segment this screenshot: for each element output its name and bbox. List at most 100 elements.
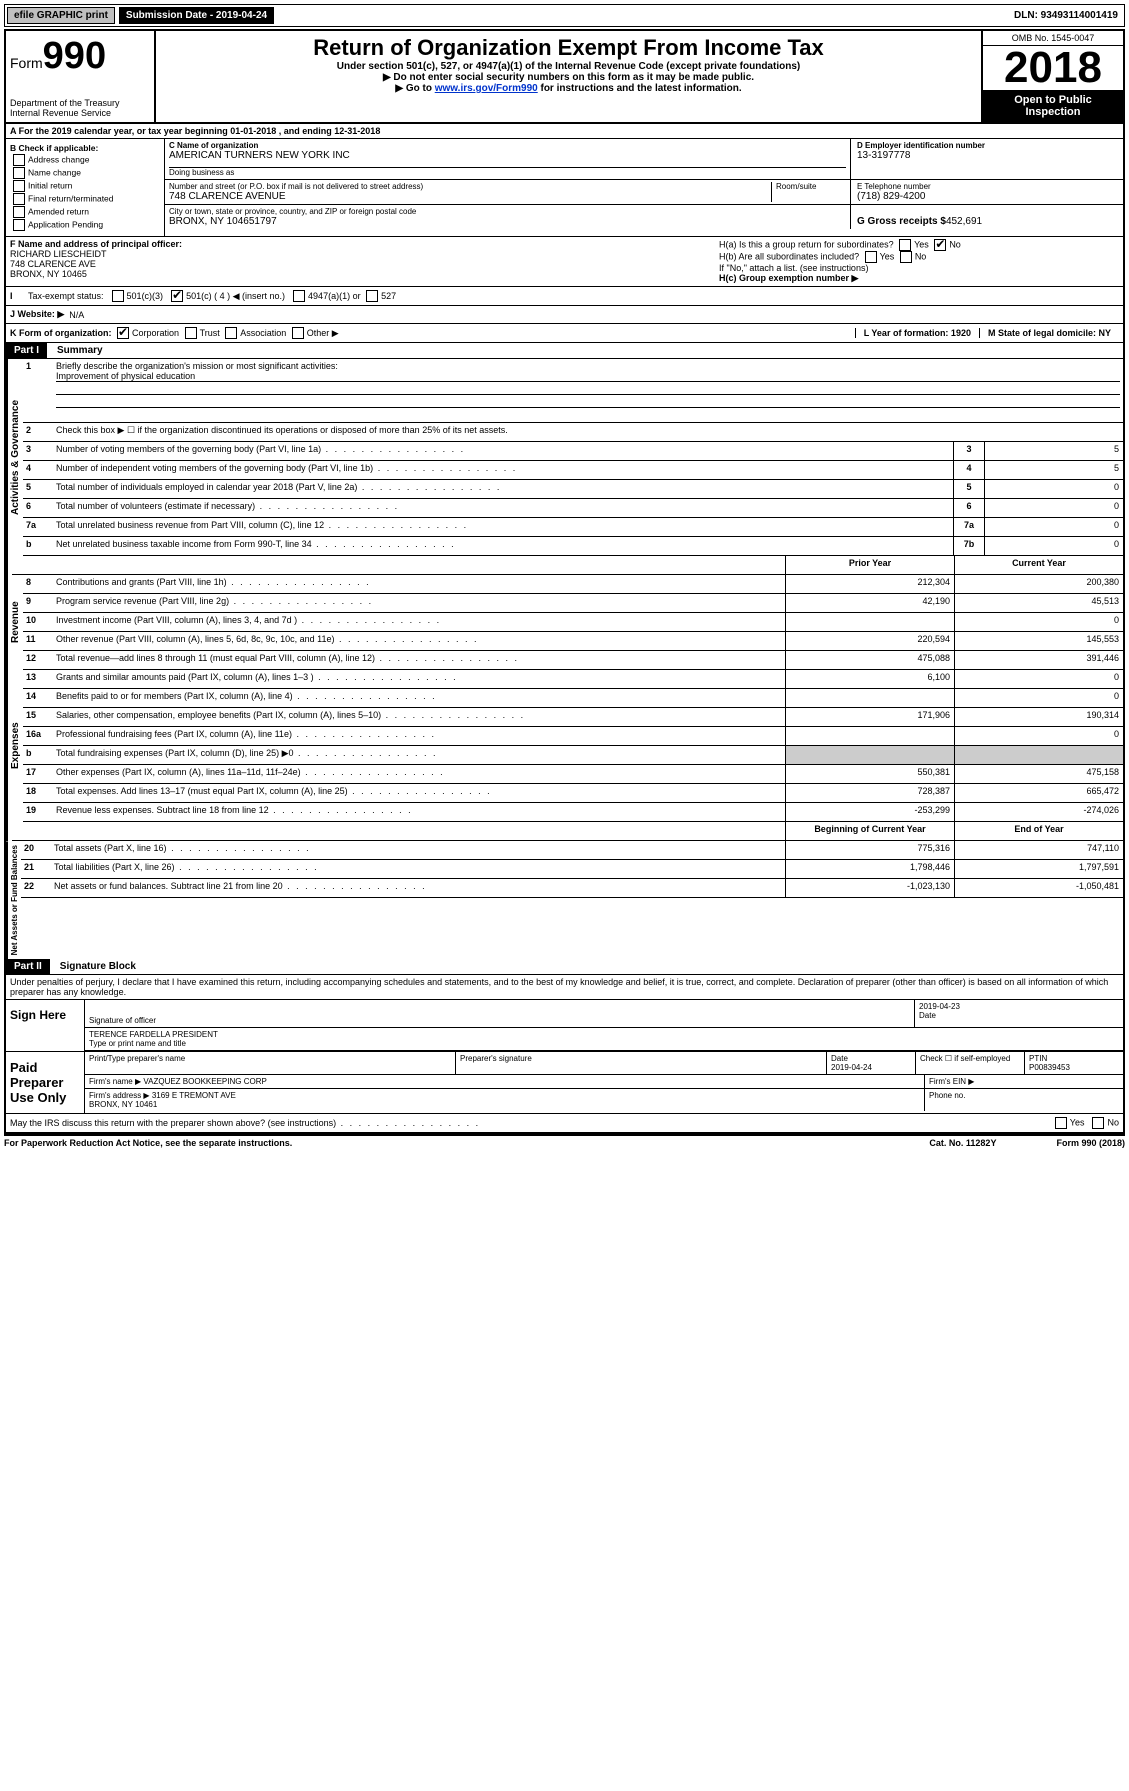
final-return-checkbox[interactable] [13, 193, 25, 205]
hb-yes-checkbox[interactable] [865, 251, 877, 263]
discuss-no-checkbox[interactable] [1092, 1117, 1104, 1129]
section-b-checkboxes: B Check if applicable: Address change Na… [6, 139, 165, 236]
line-11-text: Other revenue (Part VIII, column (A), li… [53, 632, 785, 650]
gross-receipts-value: 452,691 [946, 216, 982, 227]
trust-checkbox[interactable] [185, 327, 197, 339]
ha-no-checkbox[interactable] [934, 239, 946, 251]
corporation-checkbox[interactable] [117, 327, 129, 339]
col-end-year: End of Year [954, 822, 1123, 840]
telephone-label: E Telephone number [857, 182, 1117, 191]
line-4-text: Number of independent voting members of … [53, 461, 953, 479]
officer-addr1: 748 CLARENCE AVE [10, 259, 96, 269]
open-inspection: Open to Public Inspection [983, 90, 1123, 122]
submission-date-button[interactable]: Submission Date - 2019-04-24 [119, 7, 274, 24]
paid-preparer-label: Paid Preparer Use Only [6, 1052, 85, 1113]
perjury-text: Under penalties of perjury, I declare th… [6, 975, 1123, 1000]
line-22-prior: -1,023,130 [785, 879, 954, 897]
line-7a-value: 0 [984, 518, 1123, 536]
h-c: H(c) Group exemption number ▶ [719, 273, 1119, 284]
address-change-checkbox[interactable] [13, 154, 25, 166]
line-14-text: Benefits paid to or for members (Part IX… [53, 689, 785, 707]
line-18-current: 665,472 [954, 784, 1123, 802]
hb-no-checkbox[interactable] [900, 251, 912, 263]
line-9-text: Program service revenue (Part VIII, line… [53, 594, 785, 612]
line-19-prior: -253,299 [785, 803, 954, 821]
line-2-text: Check this box ▶ ☐ if the organization d… [53, 423, 1123, 441]
line-20-current: 747,110 [954, 841, 1123, 859]
name-change-checkbox[interactable] [13, 167, 25, 179]
tax-year: 2018 [983, 46, 1123, 90]
type-print-label: Type or print name and title [89, 1039, 1119, 1048]
sign-here-label: Sign Here [6, 1000, 85, 1051]
firm-name: VAZQUEZ BOOKKEEPING CORP [143, 1077, 266, 1086]
form-990: Form990 Department of the Treasury Inter… [4, 29, 1125, 1136]
line-4-value: 5 [984, 461, 1123, 479]
line-b-box: 7b [953, 537, 984, 555]
city-label: City or town, state or province, country… [169, 207, 846, 216]
dba-label: Doing business as [169, 167, 846, 177]
h-b: H(b) Are all subordinates included? Yes … [719, 251, 1119, 263]
4947-checkbox[interactable] [293, 290, 305, 302]
sig-date-value: 2019-04-23 [919, 1002, 1119, 1011]
527-checkbox[interactable] [366, 290, 378, 302]
ha-yes-checkbox[interactable] [899, 239, 911, 251]
subtitle-2: ▶ Do not enter social security numbers o… [160, 72, 977, 83]
part-2-title: Signature Block [50, 961, 136, 972]
org-name: AMERICAN TURNERS NEW YORK INC [169, 150, 846, 161]
prep-name-label: Print/Type preparer's name [85, 1052, 456, 1074]
association-checkbox[interactable] [225, 327, 237, 339]
firm-ein-label: Firm's EIN ▶ [925, 1075, 1123, 1088]
part-1-title: Summary [47, 345, 103, 356]
col-current-year: Current Year [954, 556, 1123, 574]
col-begin-year: Beginning of Current Year [785, 822, 954, 840]
line-7a-text: Total unrelated business revenue from Pa… [53, 518, 953, 536]
line-20-text: Total assets (Part X, line 16) [51, 841, 785, 859]
form-org-label: K Form of organization: [10, 328, 112, 338]
line-14-prior [785, 689, 954, 707]
top-toolbar: efile GRAPHIC print Submission Date - 20… [4, 4, 1125, 27]
501c-checkbox[interactable] [171, 290, 183, 302]
mission-text: Improvement of physical education [56, 371, 195, 381]
line-10-current: 0 [954, 613, 1123, 631]
line-11-current: 145,553 [954, 632, 1123, 650]
footer-cat: Cat. No. 11282Y [929, 1138, 996, 1148]
initial-return-checkbox[interactable] [13, 180, 25, 192]
part-1-header: Part I [6, 343, 47, 358]
line-17-current: 475,158 [954, 765, 1123, 783]
irs-link[interactable]: www.irs.gov/Form990 [435, 83, 538, 94]
line-9-prior: 42,190 [785, 594, 954, 612]
address-value: 748 CLARENCE AVENUE [169, 191, 771, 202]
amended-return-checkbox[interactable] [13, 206, 25, 218]
year-formation: L Year of formation: 1920 [855, 328, 979, 338]
501c3-checkbox[interactable] [112, 290, 124, 302]
application-pending-checkbox[interactable] [13, 219, 25, 231]
state-domicile: M State of legal domicile: NY [979, 328, 1119, 338]
line-18-text: Total expenses. Add lines 13–17 (must eq… [53, 784, 785, 802]
line-21-prior: 1,798,446 [785, 860, 954, 878]
officer-addr2: BRONX, NY 10465 [10, 269, 87, 279]
telephone-value: (718) 829-4200 [857, 191, 1117, 202]
other-checkbox[interactable] [292, 327, 304, 339]
discuss-yes-checkbox[interactable] [1055, 1117, 1067, 1129]
line-14-current: 0 [954, 689, 1123, 707]
line-10-prior [785, 613, 954, 631]
city-value: BRONX, NY 104651797 [169, 216, 846, 227]
line-15-prior: 171,906 [785, 708, 954, 726]
line-17-text: Other expenses (Part IX, column (A), lin… [53, 765, 785, 783]
org-name-label: C Name of organization [169, 141, 846, 150]
sig-officer-label: Signature of officer [89, 1016, 910, 1025]
line-b-prior [785, 746, 954, 764]
line-19-current: -274,026 [954, 803, 1123, 821]
prep-date-value: 2019-04-24 [831, 1063, 872, 1072]
efile-print-button[interactable]: efile GRAPHIC print [7, 7, 115, 24]
line-16a-text: Professional fundraising fees (Part IX, … [53, 727, 785, 745]
line-16a-current: 0 [954, 727, 1123, 745]
line-b-text: Total fundraising expenses (Part IX, col… [53, 746, 785, 764]
line-b-current [954, 746, 1123, 764]
address-label: Number and street (or P.O. box if mail i… [169, 182, 771, 191]
officer-printed-name: TERENCE FARDELLA PRESIDENT [89, 1030, 1119, 1039]
line-b-value: 0 [984, 537, 1123, 555]
self-employed-check[interactable]: Check ☐ if self-employed [916, 1052, 1025, 1074]
line-6-text: Total number of volunteers (estimate if … [53, 499, 953, 517]
officer-label: F Name and address of principal officer: [10, 239, 182, 249]
